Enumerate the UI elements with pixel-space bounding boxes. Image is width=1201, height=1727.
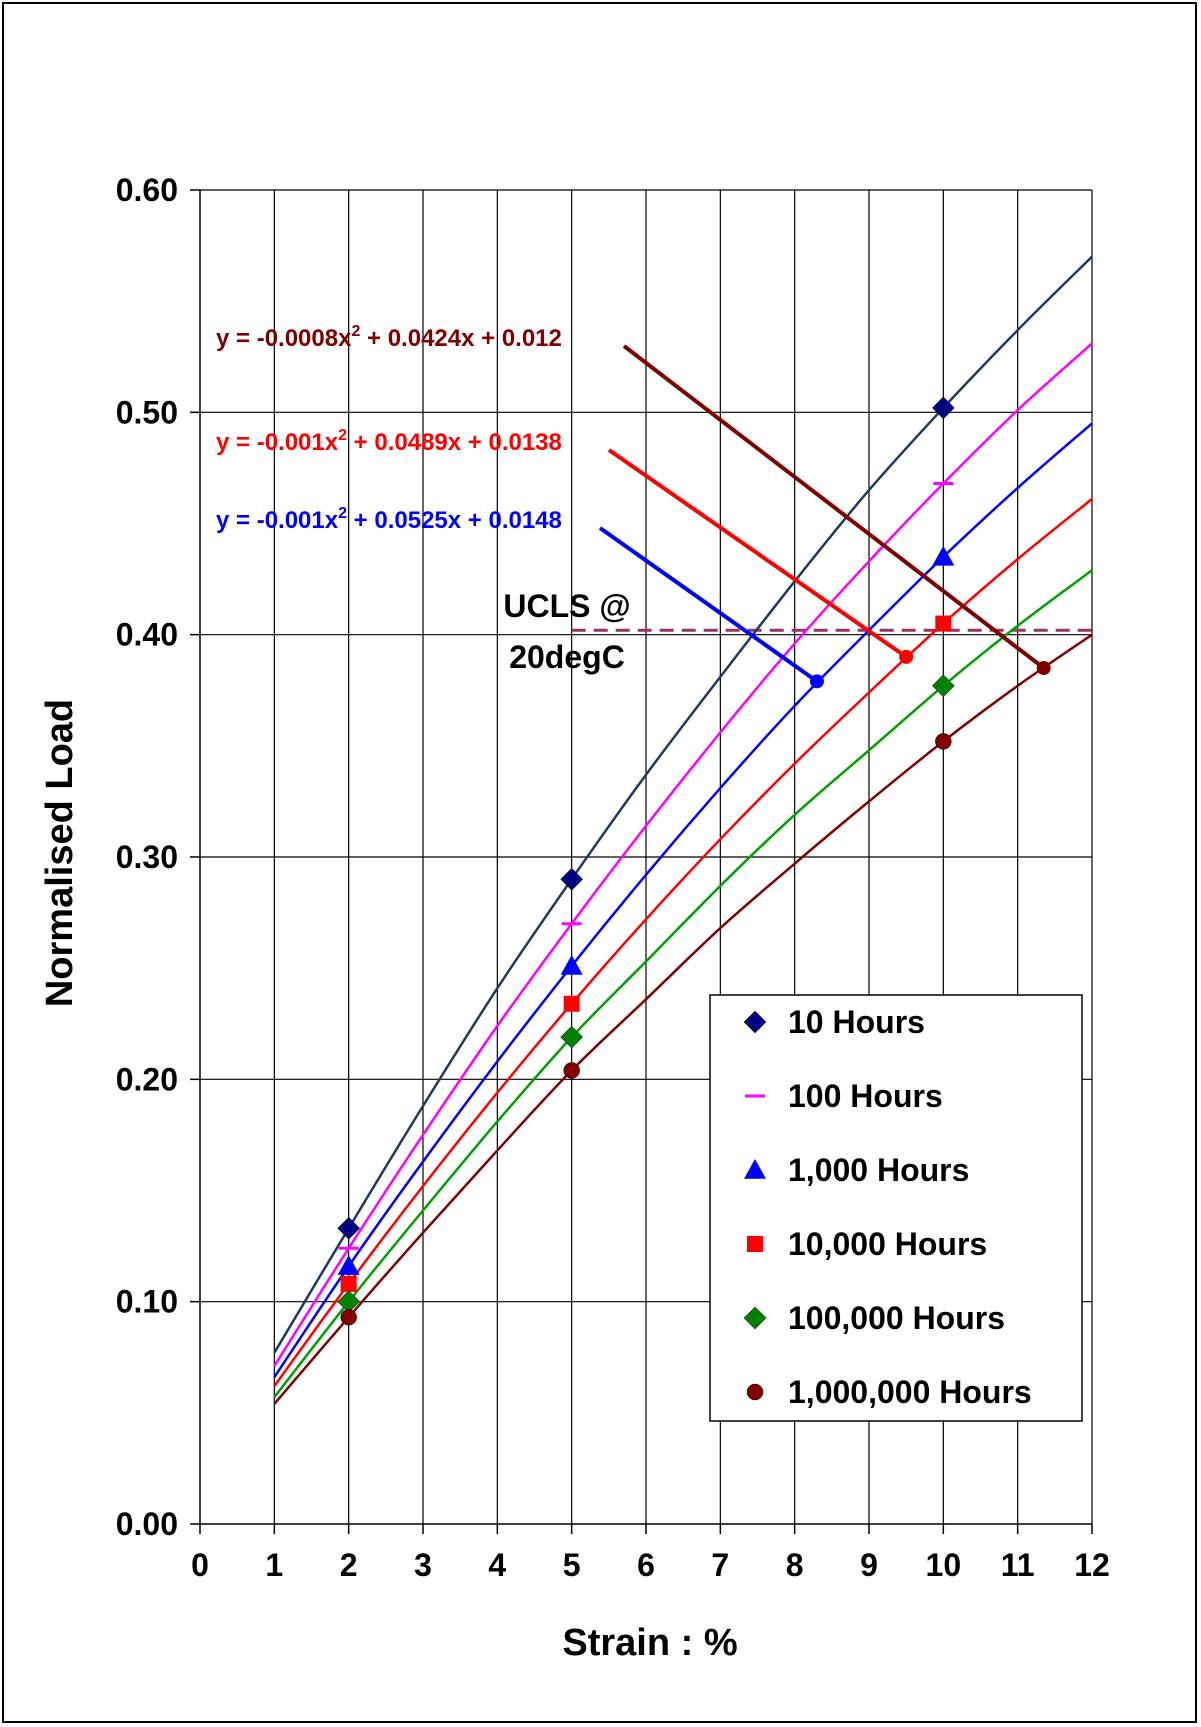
series-2-marker	[560, 954, 583, 975]
equation-suffix: + 0.0489x + 0.0138	[347, 429, 562, 456]
y-tick-label: 0.40	[116, 617, 178, 653]
y-tick-label: 0.20	[116, 1061, 178, 1097]
x-tick-label: 9	[860, 1547, 878, 1583]
series-0-marker	[931, 396, 955, 420]
y-tick-label: 0.50	[116, 394, 178, 430]
y-tick-label: 0.00	[116, 1506, 178, 1542]
legend-label-0: 10 Hours	[788, 1004, 925, 1040]
equation-exponent: 2	[351, 323, 360, 340]
equation-suffix: + 0.0525x + 0.0148	[347, 507, 562, 534]
x-tick-label: 11	[1001, 1547, 1035, 1583]
legend-box	[709, 994, 1083, 1422]
series-0-marker	[560, 867, 584, 891]
series-markers	[337, 396, 955, 1326]
equation-exponent: 2	[338, 505, 347, 522]
series-2-marker	[337, 1255, 360, 1275]
legend-marker-3	[747, 1236, 763, 1252]
equation-target-point-2	[809, 674, 824, 689]
equation-prefix: y = -0.001x	[216, 507, 339, 534]
equation-target-point-1	[899, 649, 914, 664]
x-tick-label: 8	[786, 1547, 804, 1583]
equation-leader-line-1	[607, 448, 908, 659]
series-4-marker	[931, 674, 955, 698]
equation-label-2: y = -0.001x2 + 0.0525x + 0.0148	[216, 505, 562, 534]
equation-prefix: y = -0.001x	[216, 429, 339, 456]
x-axis-title: Strain : %	[562, 1622, 737, 1664]
equation-leader-line-0	[622, 344, 1045, 670]
legend-marker-4	[743, 1306, 767, 1330]
x-tick-label: 6	[637, 1547, 655, 1583]
x-tick-label: 10	[926, 1547, 962, 1583]
legend-label-1: 100 Hours	[788, 1078, 943, 1114]
legend-marker-0	[743, 1010, 767, 1034]
legend-label-5: 1,000,000 Hours	[788, 1374, 1032, 1410]
equation-leader-line-2	[598, 526, 819, 683]
equation-prefix: y = -0.0008x	[216, 325, 352, 352]
equation-label-1: y = -0.001x2 + 0.0489x + 0.0138	[216, 427, 562, 456]
series-3-marker	[340, 1275, 357, 1292]
series-0-marker	[337, 1216, 361, 1240]
series-2-marker	[932, 545, 955, 566]
series-3-marker	[563, 995, 580, 1012]
ucls-label-line-1: UCLS @	[503, 588, 630, 624]
x-tick-label: 2	[340, 1547, 358, 1583]
y-tick-label: 0.30	[116, 839, 178, 875]
series-5-marker	[340, 1308, 357, 1326]
x-tick-label: 0	[191, 1547, 209, 1583]
series-3-marker	[935, 615, 952, 632]
series-4-marker	[560, 1025, 584, 1049]
legend-marker-2	[744, 1159, 766, 1179]
series-5-marker	[935, 733, 952, 750]
axes: 0.000.100.200.300.400.500.600 1 2 3 4 5 6 7 8 9 10…	[116, 172, 1110, 1583]
equation-label-0: y = -0.0008x2 + 0.0424x + 0.012	[216, 323, 562, 352]
equation-target-point-0	[1036, 661, 1051, 676]
legend-label-3: 10,000 Hours	[788, 1226, 987, 1262]
x-tick-label: 4	[488, 1547, 506, 1583]
ucls-label: UCLS @ 20degC	[503, 588, 630, 675]
x-tick-label: 7	[711, 1547, 729, 1583]
x-tick-label: 3	[414, 1547, 432, 1583]
equation-exponent: 2	[338, 427, 347, 444]
x-tick-label: 12	[1074, 1547, 1110, 1583]
x-tick-label: 1	[265, 1547, 283, 1583]
y-tick-label: 0.10	[116, 1284, 178, 1320]
legend-label-4: 100,000 Hours	[788, 1300, 1005, 1336]
legend: 10 Hours 100 Hours 1,000 Hours 10,000 Hours…	[709, 994, 1083, 1422]
equation-suffix: + 0.0424x + 0.012	[360, 325, 562, 352]
ucls-label-line-2: 20degC	[509, 639, 625, 675]
legend-marker-5	[746, 1383, 764, 1401]
series-5-marker	[563, 1062, 580, 1079]
y-tick-label: 0.60	[116, 172, 178, 208]
legend-label-2: 1,000 Hours	[788, 1152, 969, 1188]
x-tick-label: 5	[563, 1547, 581, 1583]
y-axis-title: Normalised Load	[39, 699, 81, 1007]
